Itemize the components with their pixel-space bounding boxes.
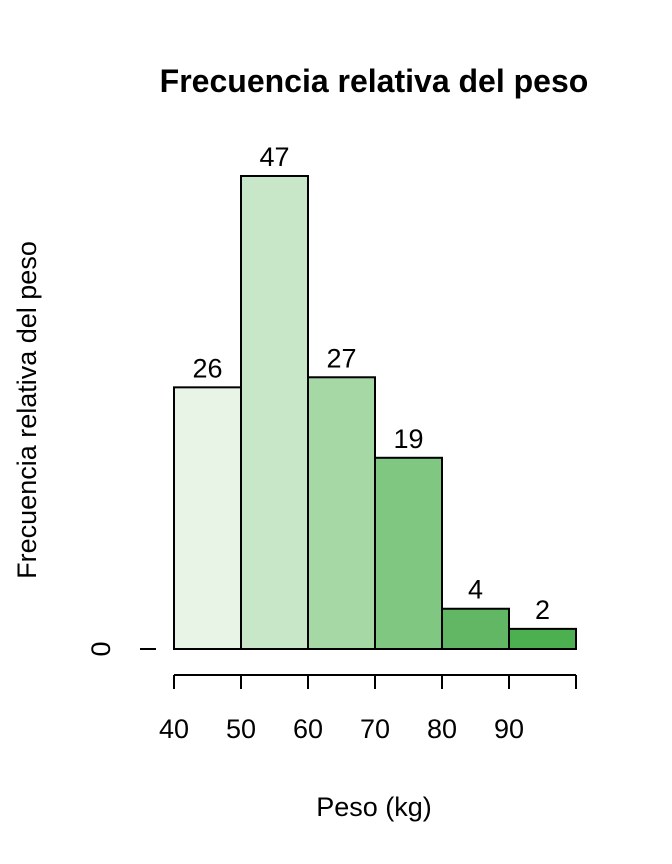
chart-title: Frecuencia relativa del peso bbox=[160, 63, 589, 99]
histogram-bar bbox=[307, 376, 376, 650]
x-axis-label: Peso (kg) bbox=[316, 792, 432, 822]
x-tick-label: 50 bbox=[226, 714, 256, 744]
bar-value-label: 2 bbox=[535, 595, 550, 625]
histogram-bar bbox=[173, 386, 242, 650]
x-tick-label: 40 bbox=[159, 714, 189, 744]
x-tick-label: 60 bbox=[293, 714, 323, 744]
histogram-bar bbox=[441, 607, 510, 651]
histogram-bar bbox=[240, 175, 309, 650]
bar-value-label: 4 bbox=[468, 575, 483, 605]
bars-group bbox=[173, 175, 577, 651]
bar-value-label: 47 bbox=[259, 142, 289, 172]
histogram-bar bbox=[374, 456, 443, 650]
bar-value-label: 26 bbox=[192, 353, 222, 383]
x-axis: 40 50 60 70 80 90 bbox=[159, 674, 577, 744]
x-tick-label: 90 bbox=[494, 714, 524, 744]
x-tick-label: 70 bbox=[360, 714, 390, 744]
bar-value-label: 19 bbox=[393, 424, 423, 454]
y-axis-label: Frecuencia relativa del peso bbox=[12, 241, 42, 579]
y-tick-label: 0 bbox=[86, 641, 116, 656]
x-tick-label: 80 bbox=[427, 714, 457, 744]
bar-value-label: 27 bbox=[326, 343, 356, 373]
data-labels-group: 26 47 27 19 4 2 bbox=[192, 142, 550, 625]
histogram-bar bbox=[508, 627, 577, 650]
y-axis: 0 bbox=[86, 641, 156, 657]
